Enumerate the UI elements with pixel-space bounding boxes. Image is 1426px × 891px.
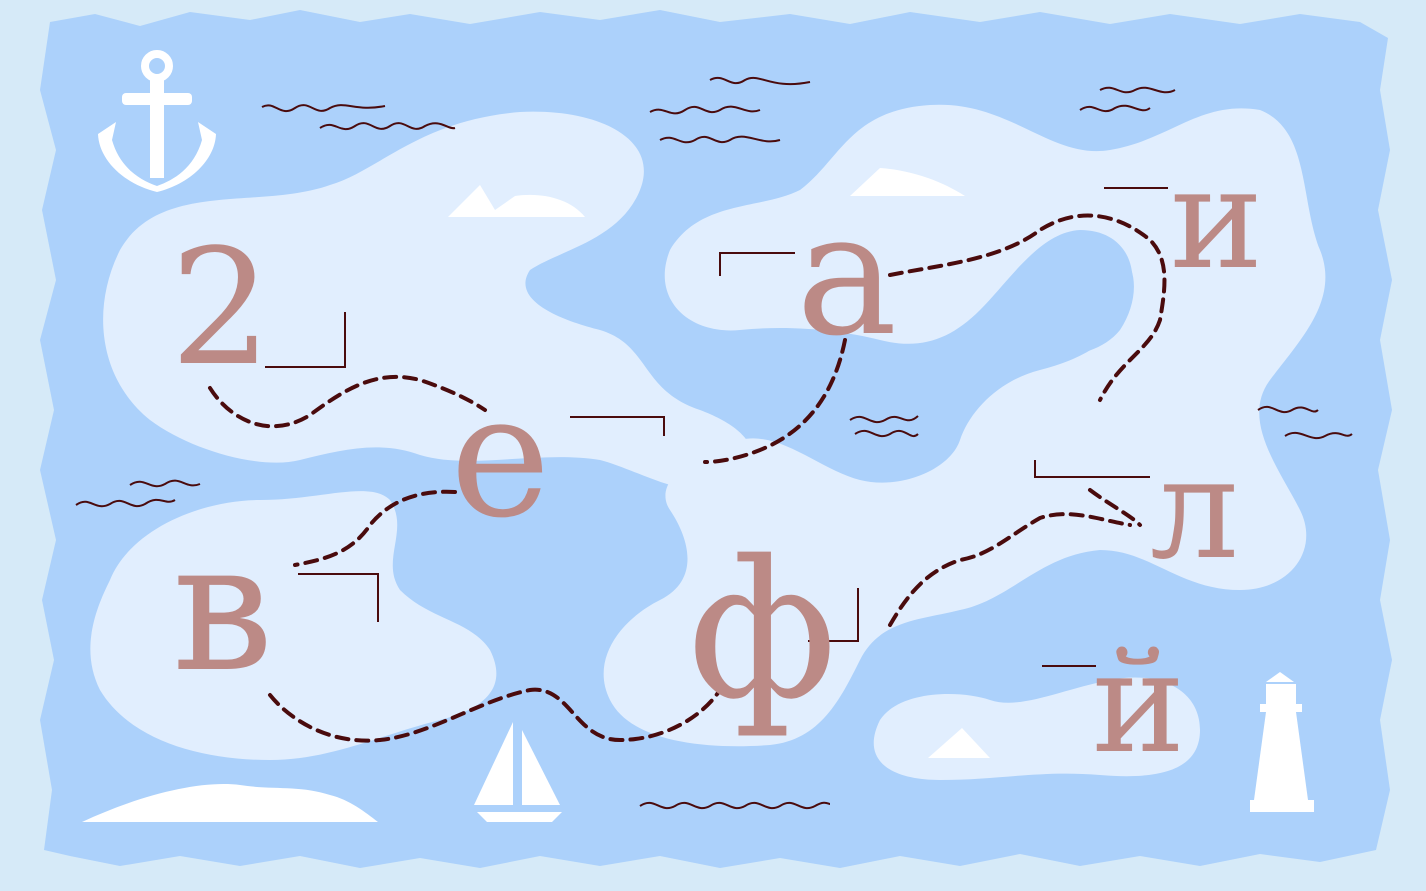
- letter-two: 2: [170, 214, 272, 401]
- sailboat-icon: [474, 722, 562, 822]
- waves-icon: [75, 76, 1353, 809]
- mountain-icon: [850, 168, 965, 196]
- letter-v: в: [172, 503, 274, 712]
- land-east: [603, 104, 1326, 747]
- land-west-north: [103, 111, 753, 491]
- inner-lake: [990, 242, 1134, 357]
- mountain-icon: [82, 784, 378, 822]
- letter-f: ф: [688, 520, 837, 741]
- letter-short-i: й: [1092, 622, 1186, 785]
- lighthouse-icon: [1250, 672, 1314, 812]
- anchor-icon: [98, 50, 216, 192]
- mountain-icon: [448, 185, 585, 217]
- corner-markers: [265, 187, 1168, 667]
- letter-i: и: [1170, 138, 1264, 301]
- letter-e: е: [450, 358, 551, 556]
- letter-l: л: [1150, 428, 1239, 591]
- land-west-south: [90, 491, 497, 760]
- letter-a: а: [796, 176, 898, 374]
- dashed-route: [208, 213, 1167, 743]
- mountain-icon: [928, 728, 990, 758]
